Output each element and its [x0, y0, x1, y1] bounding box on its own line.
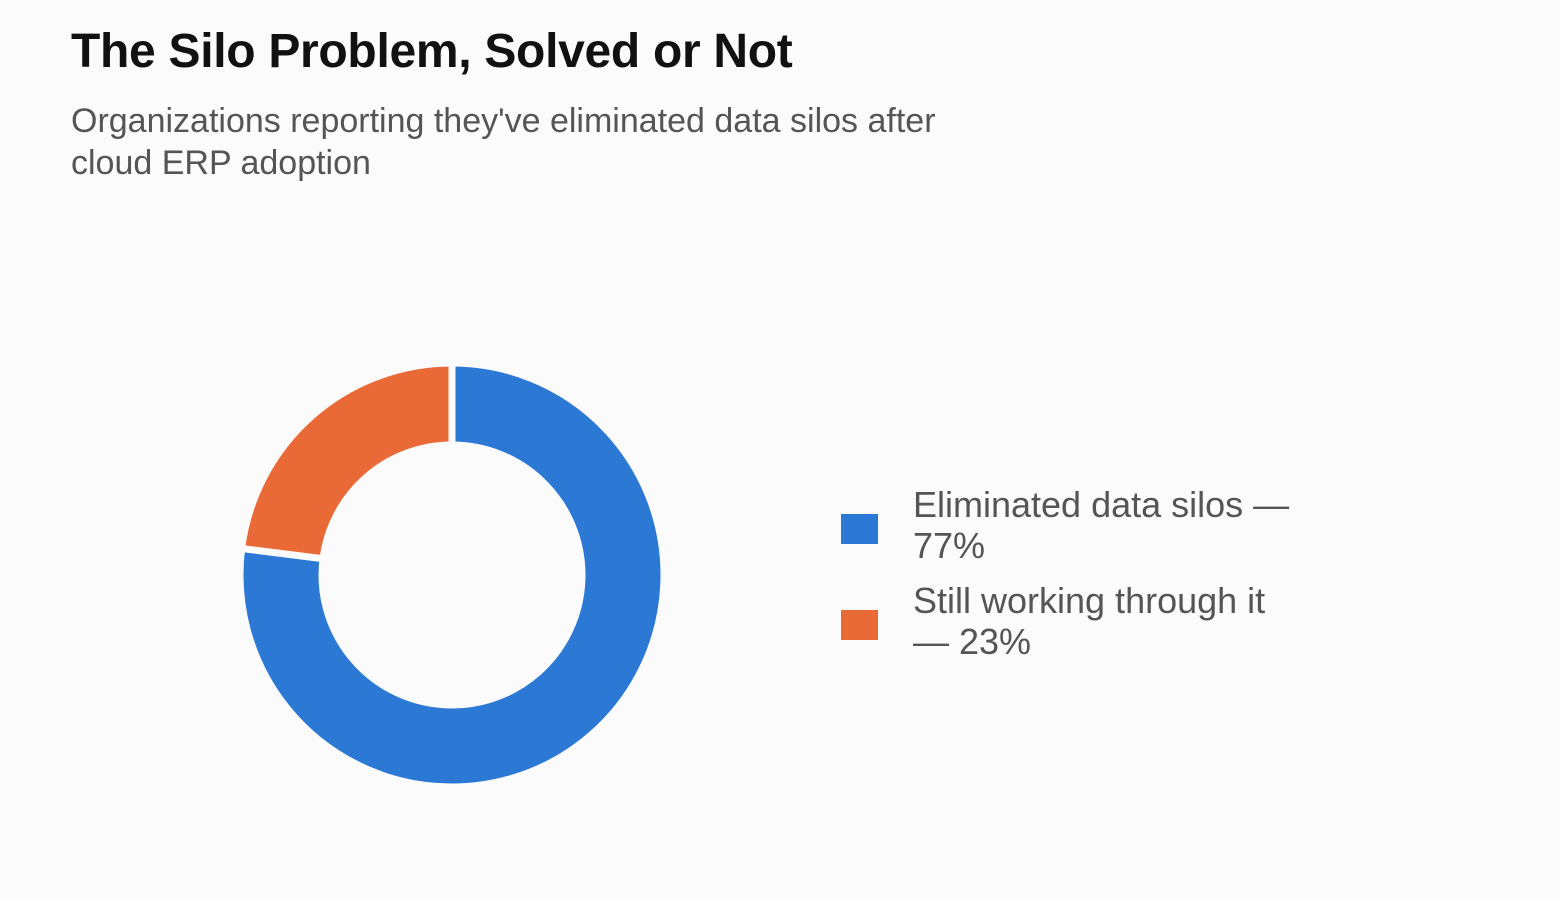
legend-swatch-still-working: [841, 610, 878, 640]
legend-label-still-working: Still working through it — 23%: [913, 580, 1266, 662]
donut-slice-still-working: [237, 359, 456, 563]
donut-slice-eliminated: [236, 359, 668, 791]
chart-subtitle: Organizations reporting they've eliminat…: [71, 102, 936, 182]
legend-item-eliminated: Eliminated data silos — 77%: [840, 484, 1290, 568]
chart-legend: Eliminated data silos — 77% Still workin…: [840, 484, 1290, 676]
chart-title: The Silo Problem, Solved or Not: [71, 25, 793, 78]
legend-label-eliminated: Eliminated data silos — 77%: [913, 484, 1290, 566]
legend-item-still-working: Still working through it — 23%: [840, 580, 1290, 664]
donut-slices: [236, 359, 668, 791]
legend-swatch-eliminated: [841, 514, 878, 544]
